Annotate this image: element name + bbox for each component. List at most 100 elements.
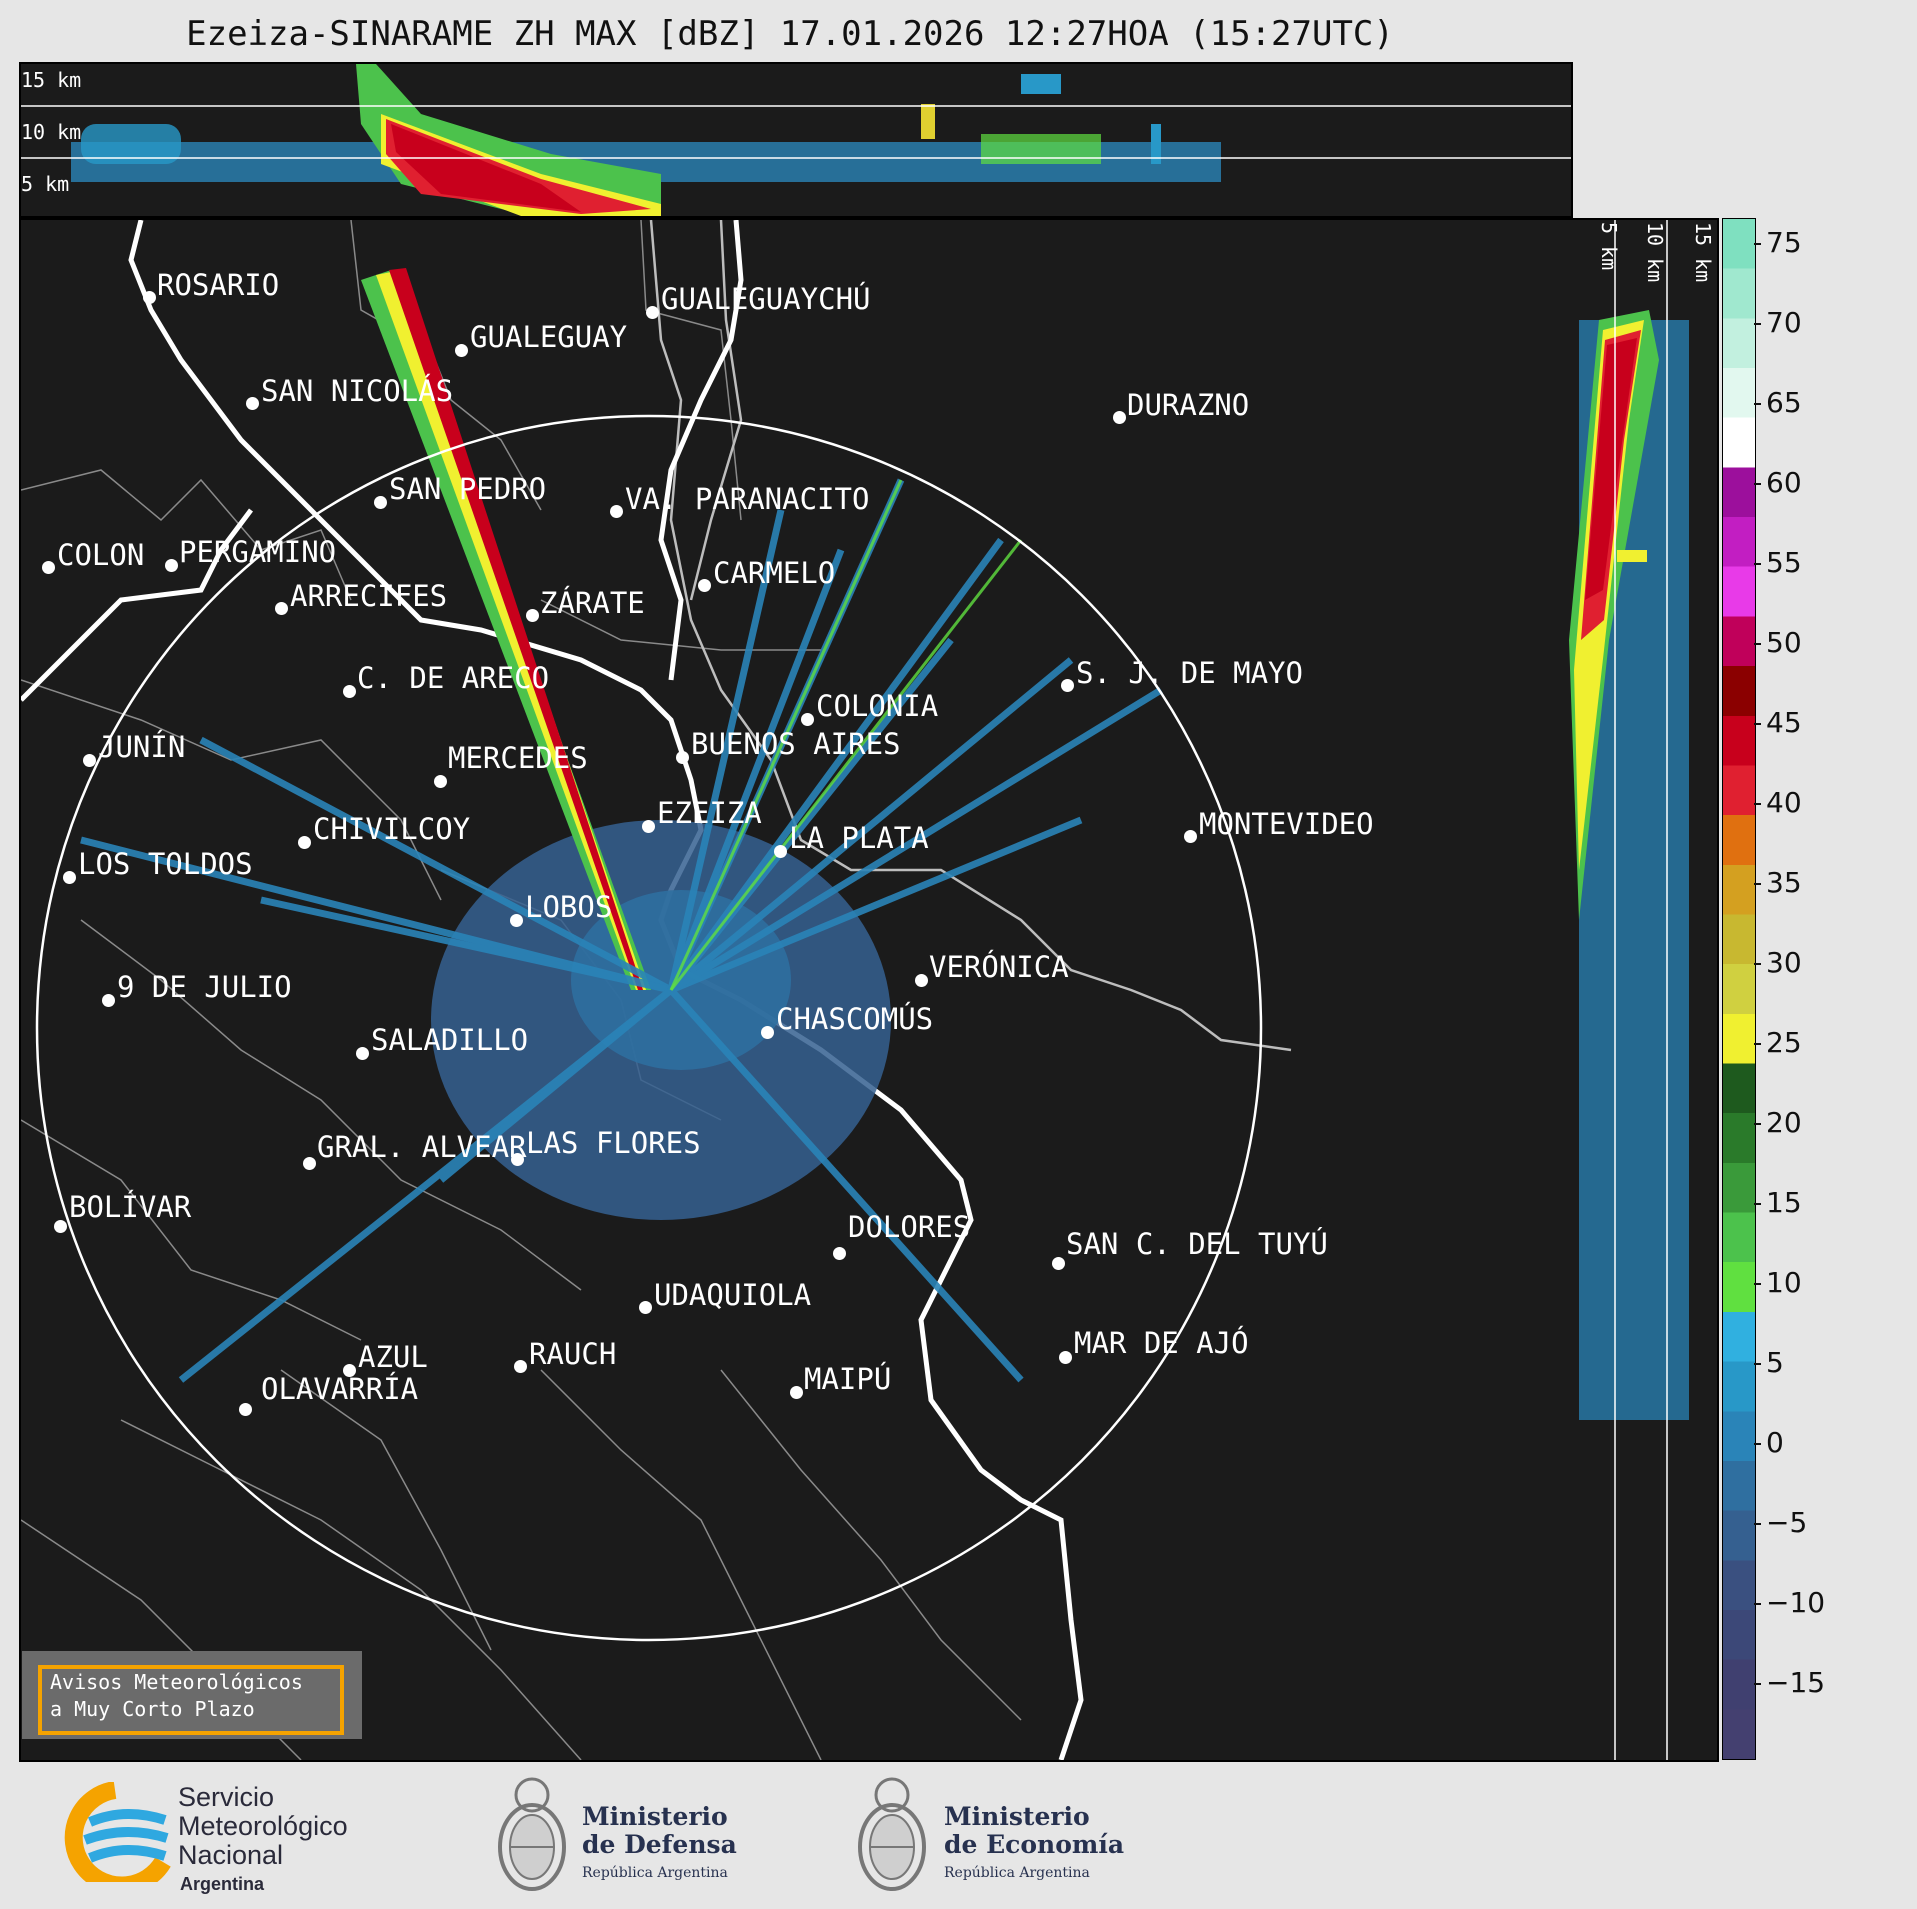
city-dot — [356, 1047, 369, 1060]
city-label-montevideo: MONTEVIDEO — [1199, 807, 1374, 841]
coat-of-arms-icon — [498, 1777, 566, 1891]
city-label-mar-de-ajo: MAR DE AJÓ — [1074, 1326, 1249, 1360]
city-dot — [915, 974, 928, 987]
city-label-colonia: COLONIA — [816, 689, 939, 723]
economia-line2: de Economía — [944, 1830, 1125, 1859]
side-cross-section-echoes — [1569, 220, 1689, 1760]
colorbar-tick-label: 60 — [1754, 466, 1802, 499]
city-dot — [246, 397, 259, 410]
side-height-label-10km: 10 km — [1643, 222, 1667, 283]
defensa-line2: de Defensa — [582, 1830, 737, 1859]
city-dot — [510, 914, 523, 927]
city-label-zarate: ZÁRATE — [540, 586, 645, 620]
city-dot — [83, 754, 96, 767]
city-dot — [514, 1360, 527, 1373]
city-label-9-de-julio: 9 DE JULIO — [117, 970, 292, 1004]
city-label-bolivar: BOLÍVAR — [69, 1190, 192, 1224]
colorbar-tick-label: −15 — [1754, 1666, 1825, 1699]
side-cross-section-panel: 5 km 10 km 15 km — [1569, 218, 1719, 1762]
colorbar-tick-label: 65 — [1754, 386, 1802, 419]
city-dot — [801, 713, 814, 726]
colorbar-tick-label: 35 — [1754, 866, 1802, 899]
city-dot — [374, 496, 387, 509]
city-label-s-j-de-mayo: S. J. DE MAYO — [1076, 656, 1303, 690]
city-dot — [63, 871, 76, 884]
radar-map-svg — [21, 220, 1292, 1760]
colorbar-tick-label: 50 — [1754, 626, 1802, 659]
city-label-buenos-aires: BUENOS AIRES — [691, 727, 901, 761]
colorbar-tick-label: 75 — [1754, 226, 1802, 259]
city-dot — [42, 561, 55, 574]
city-dot — [698, 579, 711, 592]
city-label-dolores: DOLORES — [848, 1210, 971, 1244]
smn-line2: Meteorológico — [178, 1811, 348, 1841]
city-dot — [833, 1247, 846, 1260]
city-dot — [455, 344, 468, 357]
city-label-olavarria: OLAVARRÍA — [261, 1372, 419, 1406]
dbz-colorbar — [1722, 218, 1756, 1760]
avisos-line2: a Muy Corto Plazo — [50, 1697, 255, 1721]
colorbar-tick-label: −10 — [1754, 1586, 1825, 1619]
radar-echoes — [80, 268, 1163, 1383]
city-dot — [54, 1220, 67, 1233]
city-label-carmelo: CARMELO — [713, 556, 836, 590]
colorbar-tick-label: 10 — [1754, 1266, 1802, 1299]
city-dot — [343, 1364, 356, 1377]
smn-line1: Servicio — [178, 1782, 275, 1812]
colorbar-tick-label: 5 — [1754, 1346, 1784, 1379]
city-label-rauch: RAUCH — [529, 1337, 617, 1371]
city-dot — [1052, 1257, 1065, 1270]
smn-emblem-icon — [64, 1782, 171, 1882]
city-dot — [143, 291, 156, 304]
city-dot — [676, 751, 689, 764]
city-dot — [1059, 1351, 1072, 1364]
city-dot — [298, 836, 311, 849]
city-dot — [774, 845, 787, 858]
city-label-gral-alvear: GRAL. ALVEAR — [317, 1130, 527, 1164]
city-label-c-de-areco: C. DE ARECO — [357, 661, 550, 695]
colorbar-tick-label: 45 — [1754, 706, 1802, 739]
coat-of-arms-icon — [858, 1777, 926, 1891]
defensa-line1: Ministerio — [582, 1802, 728, 1831]
smn-line3: Nacional — [178, 1840, 284, 1870]
city-dot — [526, 609, 539, 622]
city-dot — [1184, 830, 1197, 843]
height-label-15km: 15 km — [21, 68, 82, 92]
city-label-veronica: VERÓNICA — [929, 950, 1069, 984]
colorbar-tick-label: 20 — [1754, 1106, 1802, 1139]
avisos-box[interactable]: Avisos Meteorológicos a Muy Corto Plazo — [22, 1651, 362, 1739]
city-dot — [239, 1403, 252, 1416]
colorbar-tick-label: −5 — [1754, 1506, 1807, 1539]
side-height-label-5km: 5 km — [1597, 222, 1621, 271]
city-label-chivilcoy: CHIVILCOY — [313, 812, 471, 846]
top-cross-section-panel: 15 km 10 km 5 km — [19, 62, 1573, 218]
city-label-chascomus: CHASCOMÚS — [776, 1002, 934, 1036]
city-label-lobos: LOBOS — [525, 890, 613, 924]
city-label-arrecifes: ARRECIFES — [290, 579, 448, 613]
defensa-line3: República Argentina — [582, 1865, 728, 1881]
avisos-line1: Avisos Meteorológicos — [50, 1670, 303, 1694]
smn-line4: Argentina — [180, 1874, 265, 1894]
city-label-ezeiza: EZEIZA — [657, 796, 762, 830]
radar-map-panel[interactable]: ROSARIO GUALEGUAYCHÚ GUALEGUAY SAN NICOL… — [19, 218, 1573, 1762]
city-dot — [511, 1153, 524, 1166]
top-cross-section-echoes — [21, 64, 1571, 216]
city-dot — [639, 1301, 652, 1314]
city-dot — [790, 1386, 803, 1399]
city-label-maipu: MAIPÚ — [804, 1362, 892, 1396]
economia-line1: Ministerio — [944, 1802, 1090, 1831]
city-dot — [303, 1157, 316, 1170]
city-label-azul: AZUL — [358, 1340, 428, 1374]
city-dot — [610, 505, 623, 518]
height-label-5km: 5 km — [21, 172, 70, 196]
colorbar-tick-label: 0 — [1754, 1426, 1784, 1459]
top-echo-layer — [71, 64, 1221, 216]
city-dot — [165, 559, 178, 572]
city-dot — [275, 602, 288, 615]
city-label-san-nicolas: SAN NICOLÁS — [261, 374, 454, 408]
colorbar-tick-label: 25 — [1754, 1026, 1802, 1059]
city-label-gualeguaychu: GUALEGUAYCHÚ — [661, 282, 871, 316]
city-label-san-pedro: SAN PEDRO — [389, 472, 547, 506]
city-label-gualeguay: GUALEGUAY — [470, 320, 628, 354]
colorbar-tick-label: 70 — [1754, 306, 1802, 339]
